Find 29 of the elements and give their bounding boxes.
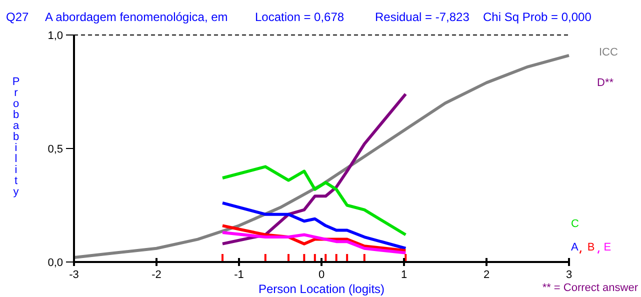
- y-tick-label: 1,0: [48, 30, 63, 42]
- line-series: [72, 54, 570, 259]
- line-series: [221, 201, 408, 250]
- line-series: [221, 230, 408, 254]
- x-tick-label: -2: [152, 269, 162, 281]
- x-tick-label: -3: [69, 269, 79, 281]
- text: C: [571, 218, 579, 230]
- text: ICC: [599, 46, 618, 58]
- chart-title: Q27: [6, 10, 30, 24]
- text: D**: [597, 77, 614, 90]
- text: A: [571, 241, 579, 254]
- legend-label: E: [604, 241, 612, 254]
- line-series: [221, 92, 408, 246]
- text: Chi Sq Prob = 0,000: [483, 10, 592, 24]
- x-tick-label: 3: [566, 269, 572, 281]
- legend-label: B: [587, 241, 595, 254]
- x-axis-title: Person Location (logits): [258, 282, 385, 296]
- y-tick-label: 0,5: [48, 144, 63, 156]
- chart-subtitle: A abordagem fenomenológica, em: [45, 10, 228, 24]
- text: Residual = -7,823: [375, 10, 470, 24]
- x-tick-label: 1: [400, 269, 408, 281]
- text: Location = 0,678: [255, 10, 344, 24]
- text: Probability: [12, 76, 20, 198]
- x-tick-label: -1: [234, 269, 244, 281]
- text: ** = Correct answer: [542, 282, 638, 294]
- y-tick-label: 0,0: [48, 257, 63, 269]
- line-series: [221, 165, 408, 236]
- x-tick-label: 2: [483, 269, 490, 281]
- x-tick-label: 0: [318, 269, 325, 281]
